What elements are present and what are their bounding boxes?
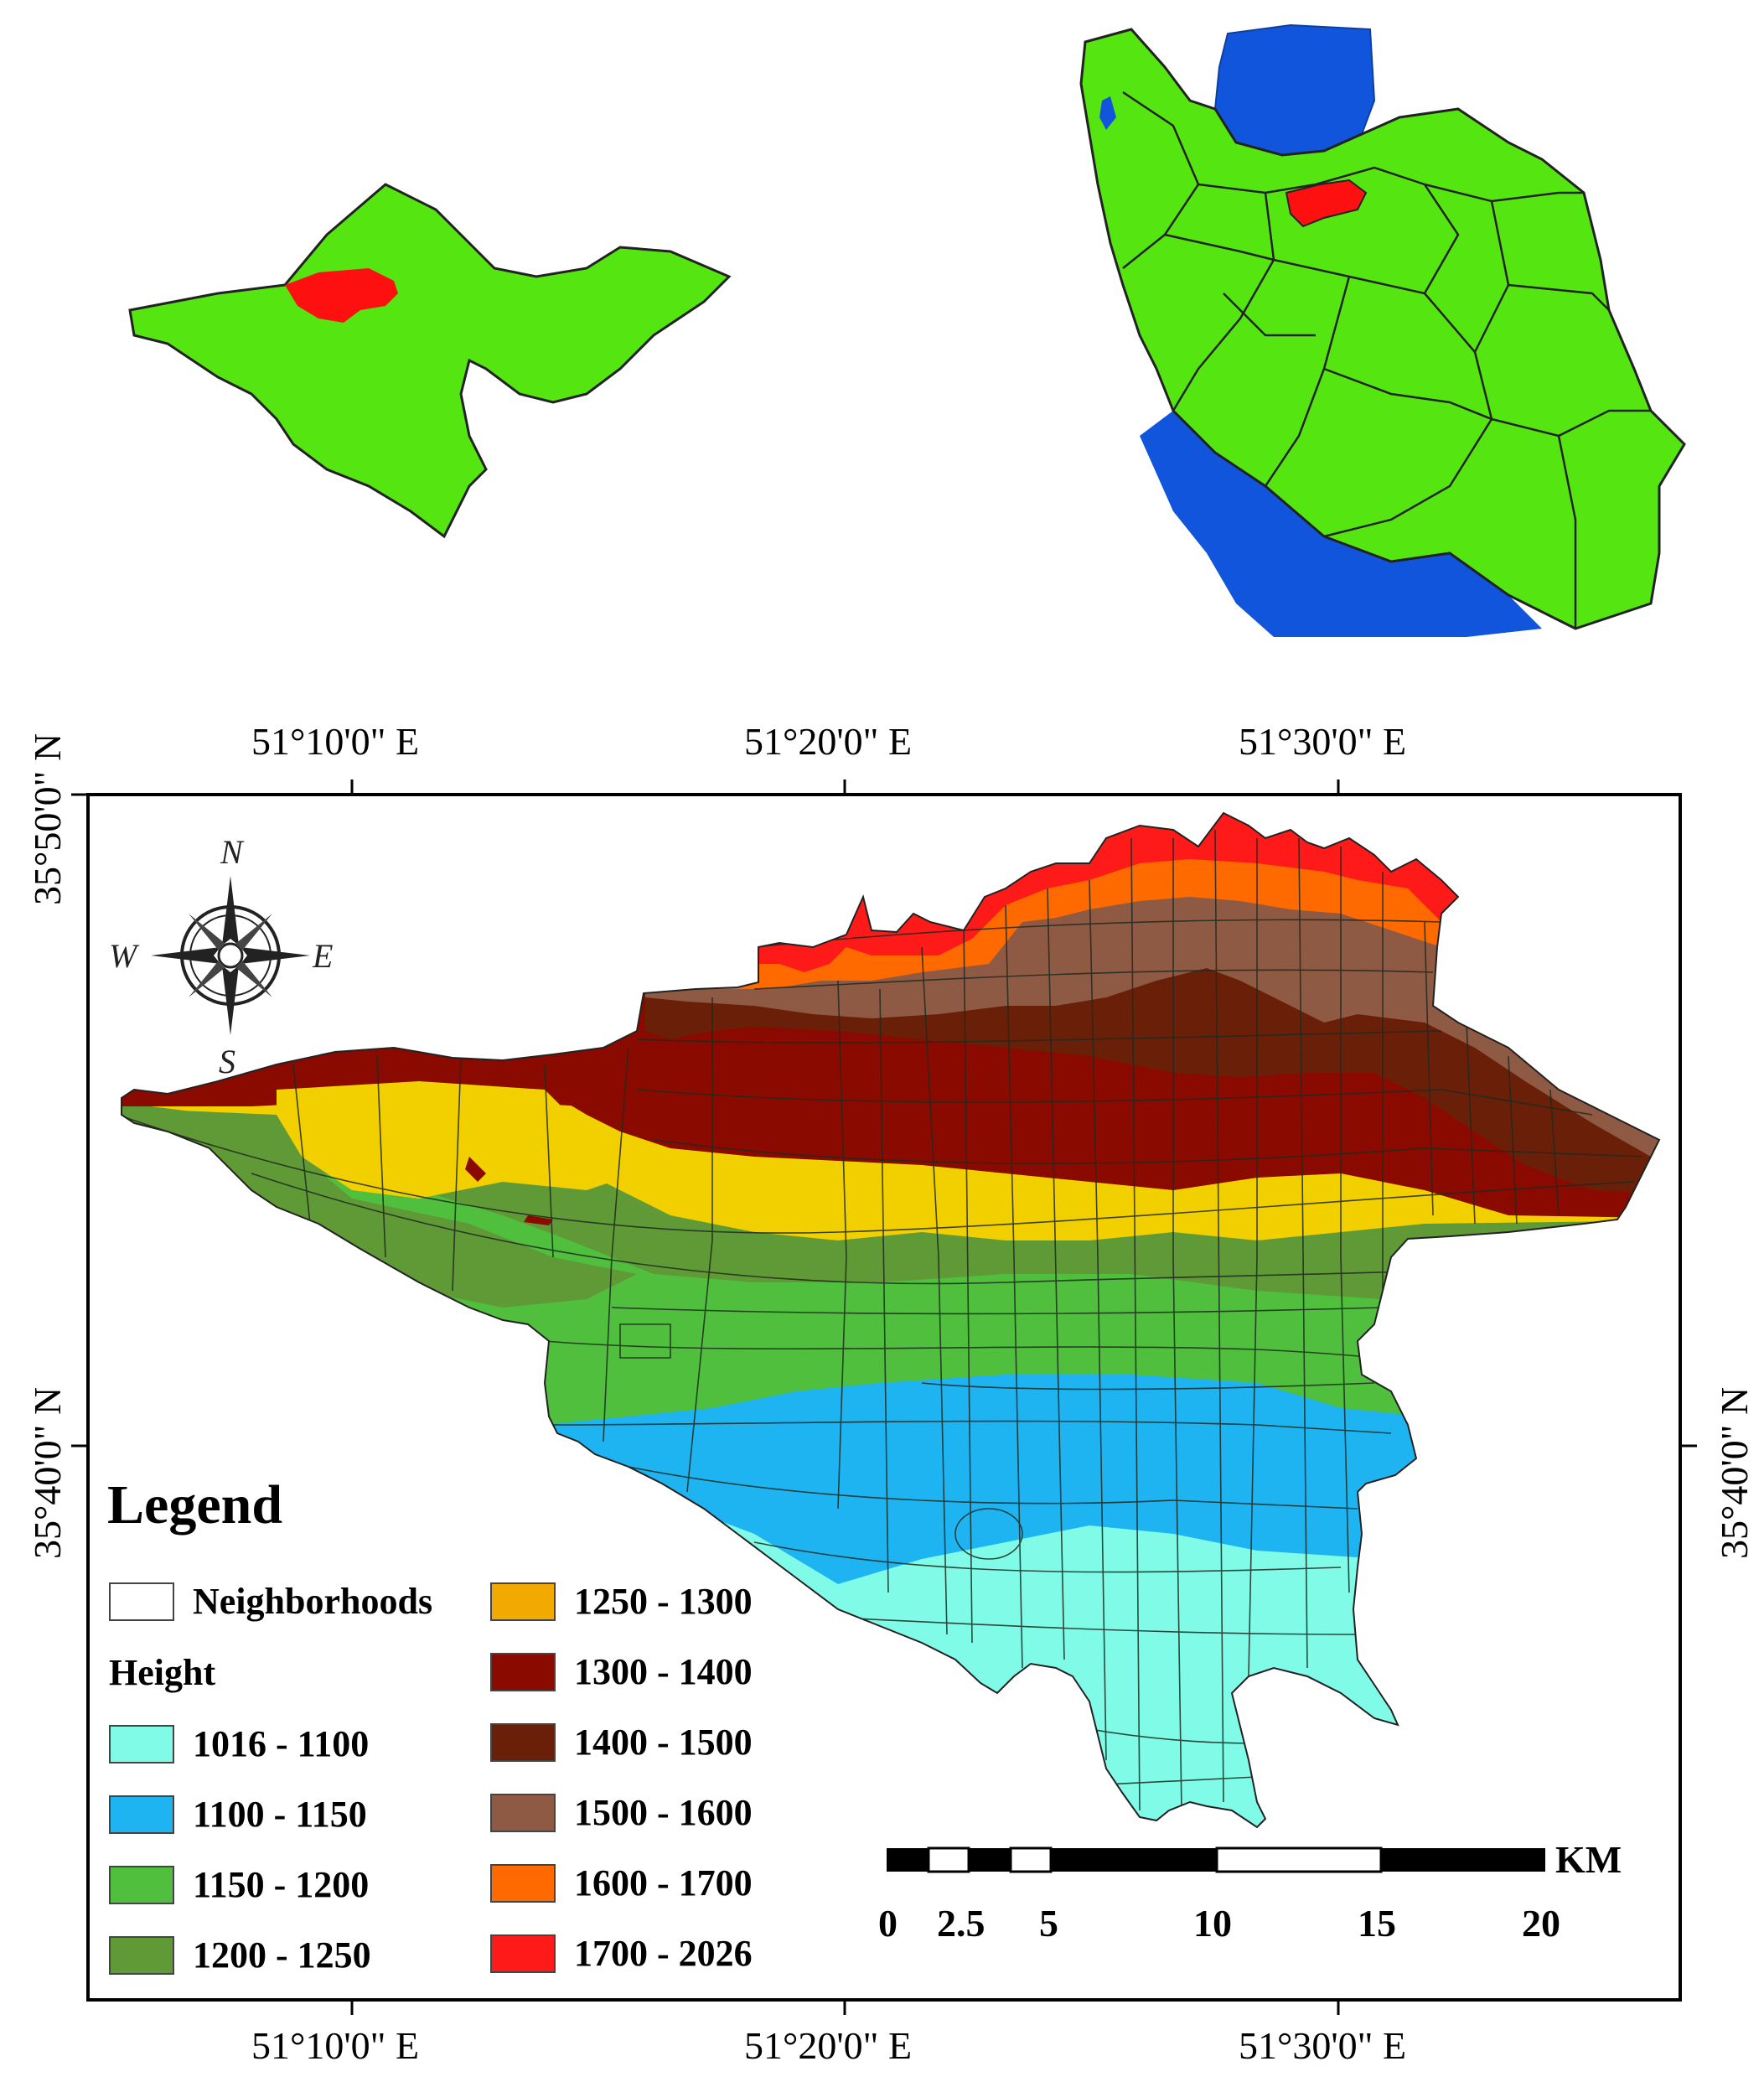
legend-title: Legend — [107, 1474, 283, 1536]
frame-ticks — [71, 779, 1697, 2015]
legend-swatch — [490, 1652, 556, 1691]
legend-class-label: 1700 - 2026 — [574, 1933, 753, 1974]
legend-swatch — [490, 1793, 556, 1832]
legend-class-label: 1300 - 1400 — [574, 1651, 753, 1692]
legend-swatch — [109, 1935, 174, 1975]
bottom-lon-label: 51°10'0" E — [251, 2024, 419, 2067]
scale-unit: KM — [1555, 1838, 1622, 1881]
legend-height-class: 1300 - 1400 — [490, 1650, 753, 1693]
legend-height-heading: Height — [109, 1652, 216, 1693]
scale-tick: 10 — [1193, 1902, 1232, 1945]
legend-class-label: 1100 - 1150 — [193, 1794, 367, 1835]
legend-height-class: 1500 - 1600 — [490, 1791, 753, 1834]
urmia-lake — [1099, 96, 1116, 130]
legend-swatch — [490, 1722, 556, 1762]
bottom-lon-label: 51°20'0" E — [744, 2024, 912, 2067]
province-borders — [1122, 91, 1651, 629]
bottom-longitude-labels: 51°10'0" E 51°20'0" E 51°30'0" E — [251, 2024, 1406, 2067]
left-lat-label: 35°40'0" N — [26, 1387, 69, 1559]
bottom-lon-label: 51°30'0" E — [1239, 2024, 1406, 2067]
legend-class-label: 1150 - 1200 — [193, 1864, 370, 1905]
scale-bar: KM 0 2.5 5 10 15 20 — [878, 1838, 1622, 1945]
legend-height-class: 1400 - 1500 — [490, 1721, 753, 1763]
legend-swatch — [490, 1582, 556, 1621]
neighborhood-swatch — [109, 1582, 174, 1621]
legend-class-label: 1600 - 1700 — [574, 1862, 753, 1903]
tehran-city-outline — [121, 811, 1661, 1829]
scale-tick: 5 — [1039, 1902, 1058, 1945]
province-shape — [128, 183, 732, 539]
compass-e: E — [312, 937, 333, 975]
compass-s: S — [219, 1043, 235, 1080]
legend-neighborhoods: Neighborhoods — [109, 1580, 432, 1623]
legend-class-label: 1500 - 1600 — [574, 1792, 753, 1833]
legend-swatch — [109, 1724, 174, 1763]
legend-height-class: 1700 - 2026 — [490, 1932, 753, 1975]
tehran-city-highlight — [285, 268, 398, 323]
compass-w: W — [109, 937, 140, 975]
legend-class-label: 1250 - 1300 — [574, 1581, 753, 1622]
right-lat-label: 35°40'0" N — [1713, 1387, 1756, 1559]
legend-height-class: 1250 - 1300 — [490, 1580, 753, 1623]
scale-tick: 15 — [1358, 1902, 1396, 1945]
legend-label: Neighborhoods — [193, 1581, 433, 1622]
legend-swatch — [109, 1795, 174, 1834]
top-lon-label: 51°10'0" E — [251, 720, 419, 763]
scale-tick: 2.5 — [937, 1902, 985, 1945]
left-lat-label: 35°50'0" N — [26, 733, 69, 905]
right-latitude-labels: 35°40'0" N — [1713, 1387, 1756, 1559]
compass-n: N — [220, 833, 245, 871]
scale-tick: 0 — [878, 1902, 898, 1945]
legend-height-class: 1100 - 1150 — [109, 1793, 367, 1836]
legend-height-class: 1150 - 1200 — [109, 1863, 369, 1906]
legend-class-label: 1400 - 1500 — [574, 1722, 753, 1763]
gulf-water — [1140, 411, 1542, 637]
province-inset-map — [128, 183, 732, 539]
scale-tick: 20 — [1522, 1902, 1560, 1945]
legend-class-label: 1016 - 1100 — [193, 1723, 370, 1764]
left-latitude-labels: 35°50'0" N 35°40'0" N — [26, 733, 69, 1559]
iran-shape — [1079, 28, 1686, 630]
country-inset-map — [1079, 23, 1686, 637]
legend-swatch — [490, 1934, 556, 1973]
top-lon-label: 51°30'0" E — [1239, 720, 1406, 763]
top-lon-label: 51°20'0" E — [744, 720, 912, 763]
legend-swatch — [109, 1865, 174, 1904]
map-frame — [86, 793, 1682, 2002]
legend-height-class: 1600 - 1700 — [490, 1862, 753, 1904]
legend-swatch — [490, 1863, 556, 1903]
tehran-province-highlight — [1285, 179, 1368, 228]
legend-height-class: 1016 - 1100 — [109, 1722, 369, 1765]
legend-height-class: 1200 - 1250 — [109, 1934, 371, 1976]
top-longitude-labels: 51°10'0" E 51°20'0" E 51°30'0" E — [251, 720, 1406, 763]
compass-rose-icon: N S W E — [109, 833, 333, 1080]
legend-class-label: 1200 - 1250 — [193, 1934, 371, 1976]
